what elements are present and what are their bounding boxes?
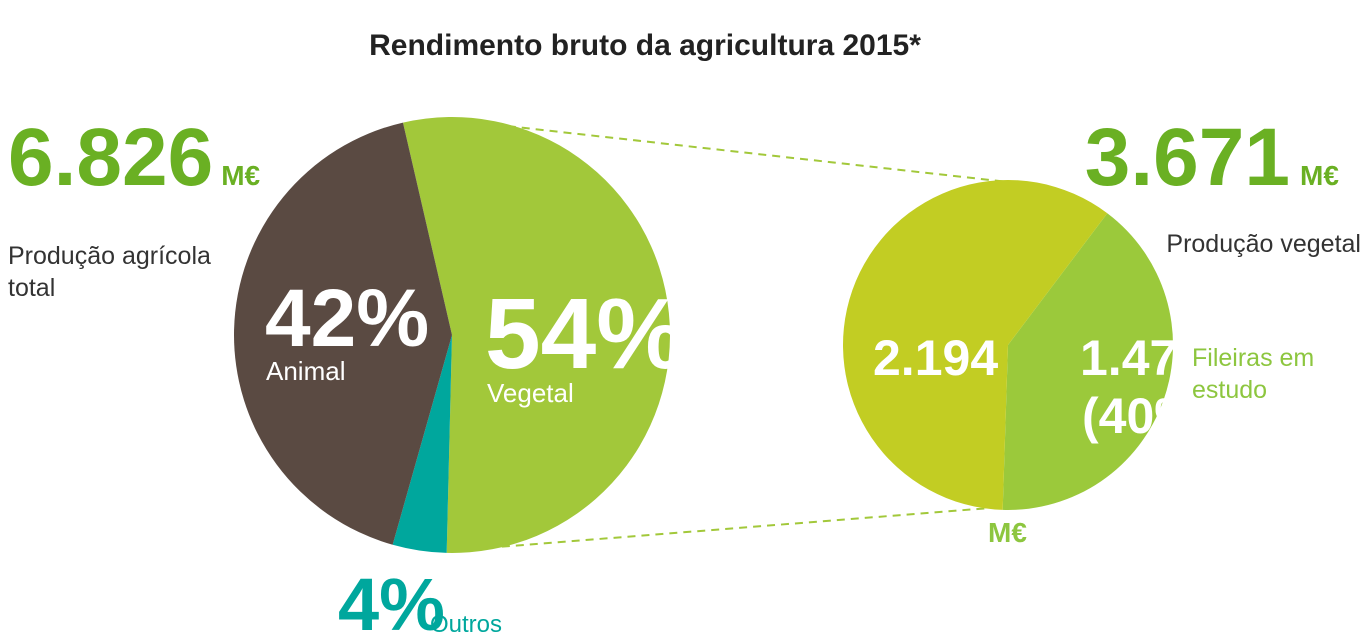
pie-slice [233,122,452,545]
value-unit: M€ [988,517,1027,548]
total-unit: M€ [221,160,260,191]
labels: 54%Vegetal 4%Outros 42%Animal 6.826 M€ 1.477(… [8,112,1339,635]
value-label: 42% [265,273,429,364]
pie-slice [842,179,1108,510]
category-label: Animal [266,356,345,386]
category-label: Outros [430,611,502,635]
pies [233,116,1173,553]
pie-slice [392,335,452,553]
legend-label: Fileiras em estudo [1192,344,1315,404]
connector [459,507,991,551]
percent-label: (40%) [1082,388,1215,444]
value-label: 54% [485,278,685,390]
value-label: 2.194 [873,330,998,386]
category-label: Vegetal [487,378,574,408]
total-value: 6.826 [8,112,213,203]
connector [479,122,1036,186]
chart-title: Rendimento bruto da agricultura 2015* [369,29,921,62]
caption: Produção agrícola total [8,242,211,302]
total-unit: M€ [1300,160,1339,191]
caption: Produção vegetal [1166,230,1361,258]
total-value: 3.671 [1085,112,1290,203]
value-label: 1.477 [1080,330,1205,386]
total: 6.826 [8,112,213,203]
pie-slice [402,116,670,553]
total: 3.671 [1085,112,1290,203]
pie-slice [1002,213,1173,510]
value-label: 4% [338,563,445,635]
